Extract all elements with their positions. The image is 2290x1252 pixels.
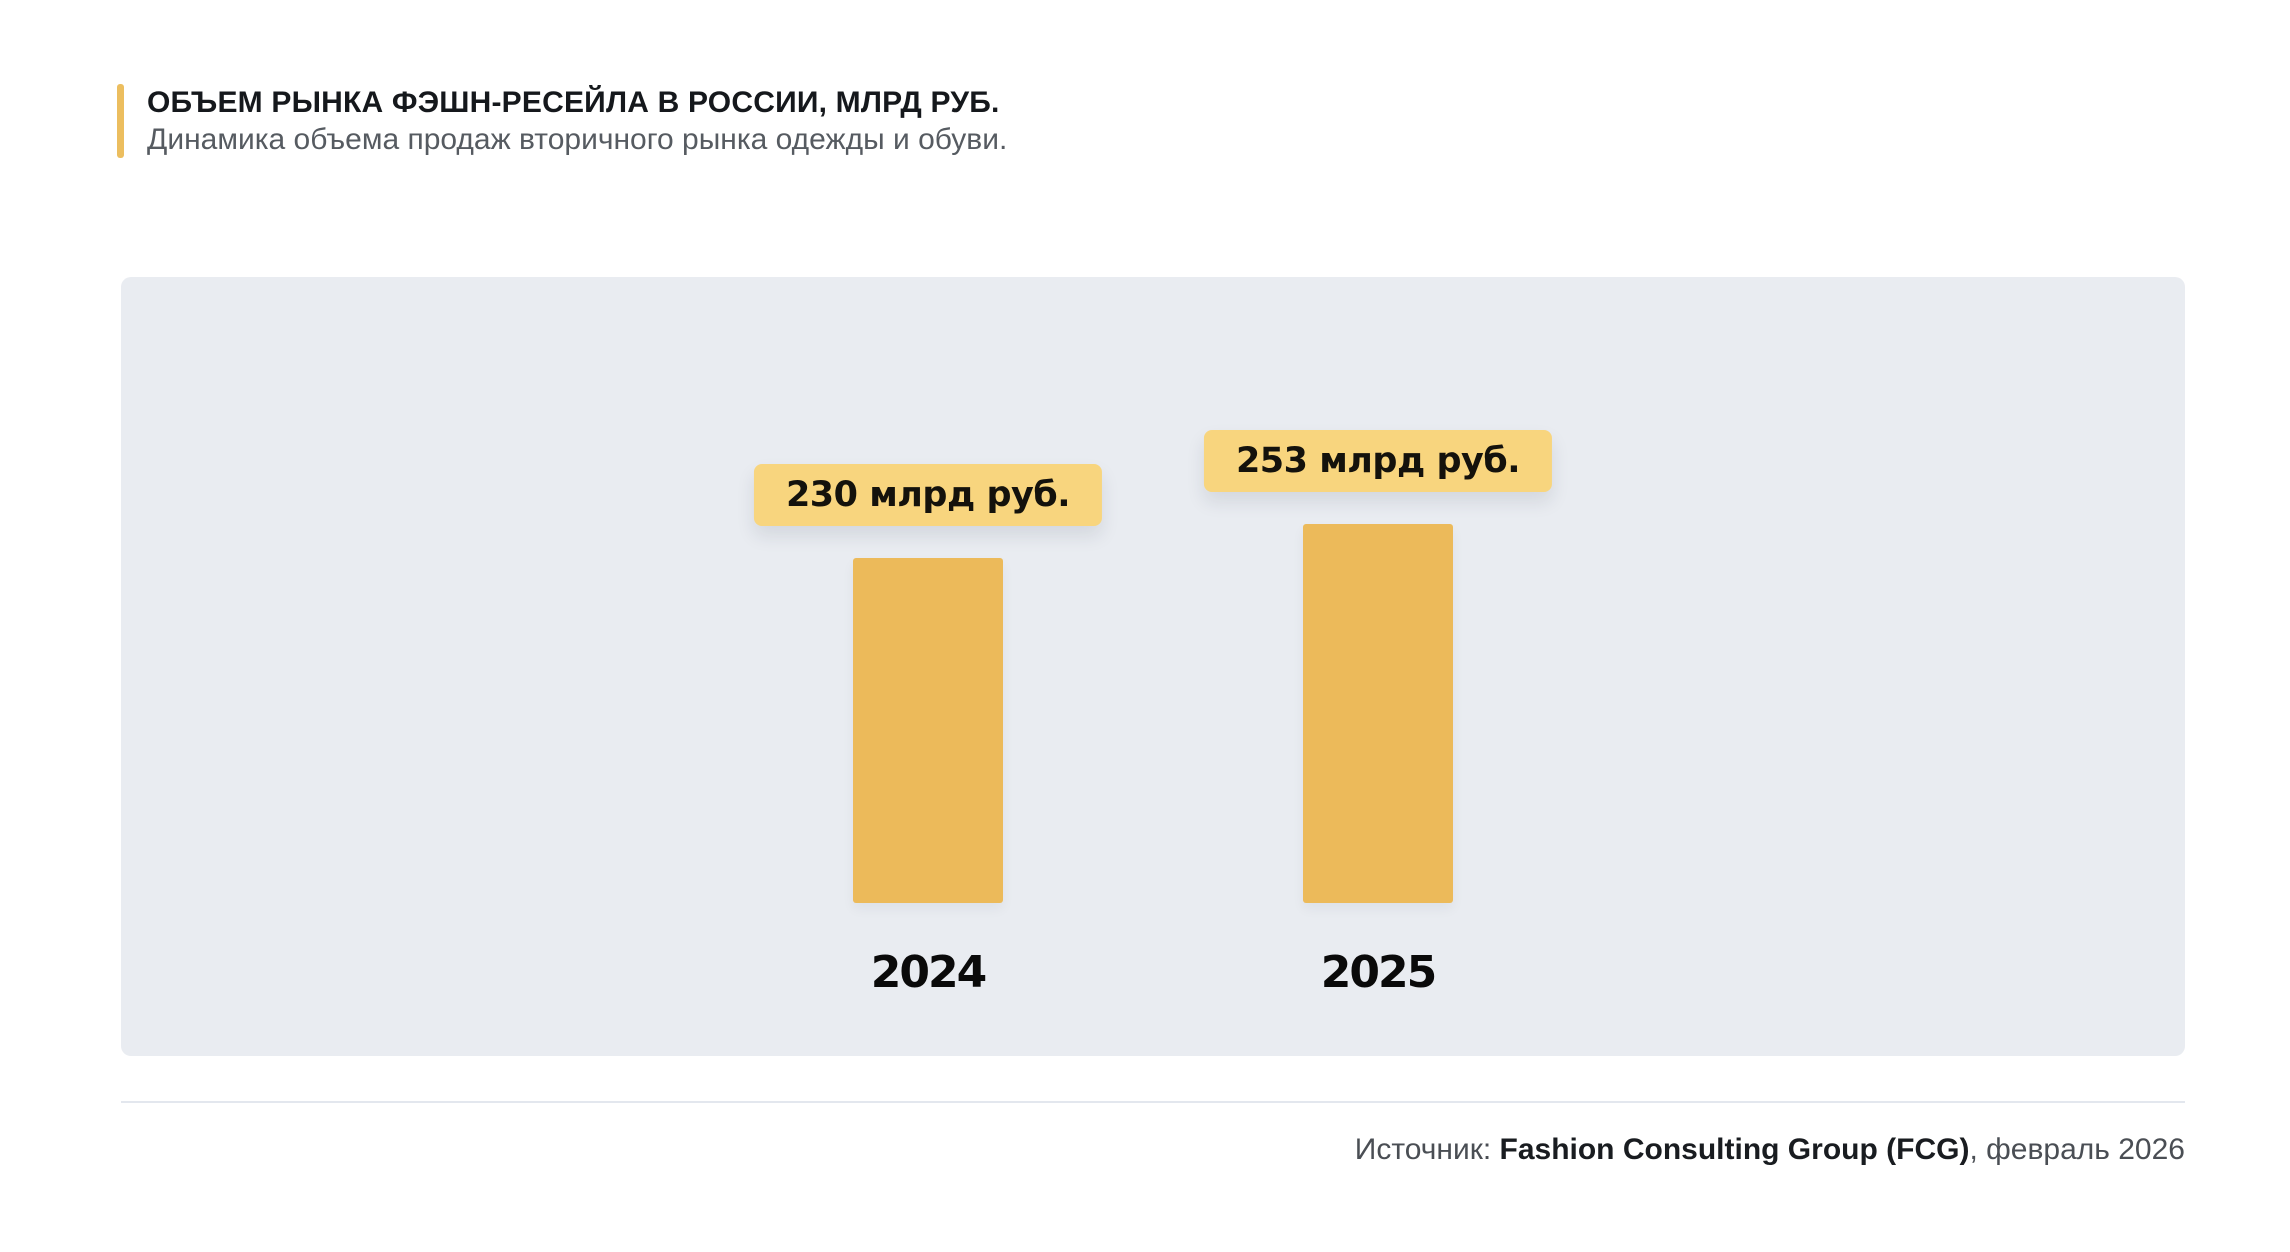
footer-divider (121, 1101, 2185, 1103)
source-prefix: Источник: (1354, 1133, 1500, 1166)
page-title: ОБЪЕМ РЫНКА ФЭШН-РЕСЕЙЛА В РОССИИ, МЛРД … (147, 86, 1000, 119)
title-accent-bar (117, 84, 124, 158)
source-name: Fashion Consulting Group (FCG) (1499, 1133, 1970, 1166)
bar-2024 (853, 558, 1003, 903)
title-block: ОБЪЕМ РЫНКА ФЭШН-РЕСЕЙЛА В РОССИИ, МЛРД … (147, 84, 1007, 158)
page-subtitle: Динамика объема продаж вторичного рынка … (147, 123, 1008, 156)
category-label-2024: 2024 (870, 947, 987, 998)
chart-panel: 230 млрд руб. 2024 253 млрд руб. 2025 (121, 277, 2185, 1056)
bar-group-2025: 253 млрд руб. 2025 (1203, 429, 1553, 998)
bar-group-2024: 230 млрд руб. 2024 (753, 464, 1103, 998)
value-label-2024: 230 млрд руб. (753, 464, 1103, 526)
value-label-2025: 253 млрд руб. (1203, 429, 1553, 492)
category-label-2025: 2025 (1320, 947, 1437, 998)
source-suffix: , февраль 2026 (1969, 1133, 2185, 1166)
source-line: Источник: Fashion Consulting Group (FCG)… (1355, 1132, 2185, 1168)
bar-2025 (1303, 523, 1453, 903)
chart-header: ОБЪЕМ РЫНКА ФЭШН-РЕСЕЙЛА В РОССИИ, МЛРД … (117, 84, 1007, 158)
